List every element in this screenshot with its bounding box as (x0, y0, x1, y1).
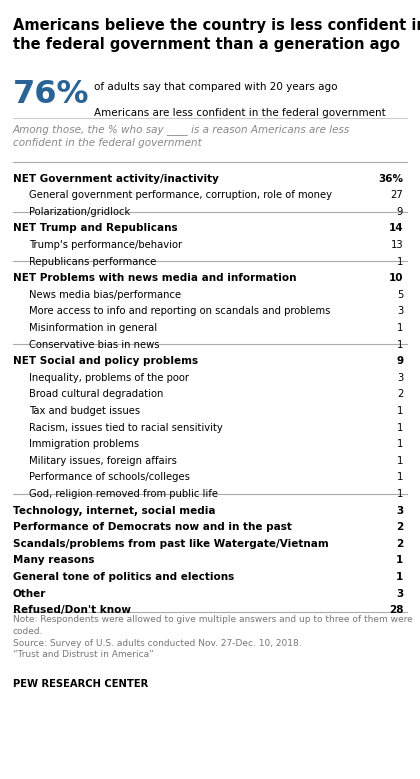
Text: Polarization/gridlock: Polarization/gridlock (29, 207, 131, 217)
Text: 5: 5 (397, 290, 403, 300)
Text: Technology, internet, social media: Technology, internet, social media (13, 506, 215, 516)
Text: Performance of Democrats now and in the past: Performance of Democrats now and in the … (13, 522, 291, 532)
Text: Immigration problems: Immigration problems (29, 439, 139, 449)
Text: 3: 3 (396, 506, 403, 516)
Text: NET Problems with news media and information: NET Problems with news media and informa… (13, 273, 296, 284)
Text: 36%: 36% (378, 174, 403, 184)
Text: Refused/Don't know: Refused/Don't know (13, 605, 131, 615)
Text: NET Government activity/inactivity: NET Government activity/inactivity (13, 174, 218, 184)
Text: Trump's performance/behavior: Trump's performance/behavior (29, 240, 183, 250)
Text: Among those, the % who say ____ is a reason Americans are less
confident in the : Among those, the % who say ____ is a rea… (13, 124, 350, 148)
Text: 3: 3 (397, 373, 403, 382)
Text: More access to info and reporting on scandals and problems: More access to info and reporting on sca… (29, 306, 331, 316)
Text: 1: 1 (397, 257, 403, 266)
Text: Performance of schools/colleges: Performance of schools/colleges (29, 472, 190, 482)
Text: 1: 1 (397, 340, 403, 350)
Text: Americans are less confident in the federal government: Americans are less confident in the fede… (94, 108, 386, 118)
Text: Other: Other (13, 588, 46, 598)
Text: Misinformation in general: Misinformation in general (29, 323, 158, 333)
Text: 28: 28 (388, 605, 403, 615)
Text: God, religion removed from public life: God, religion removed from public life (29, 489, 218, 499)
Text: 2: 2 (396, 522, 403, 532)
Text: 2: 2 (397, 390, 403, 400)
Text: 1: 1 (397, 456, 403, 466)
Text: Inequality, problems of the poor: Inequality, problems of the poor (29, 373, 189, 382)
Text: 10: 10 (388, 273, 403, 284)
Text: NET Social and policy problems: NET Social and policy problems (13, 356, 198, 366)
Text: 3: 3 (397, 306, 403, 316)
Text: Conservative bias in news: Conservative bias in news (29, 340, 160, 350)
Text: General government performance, corruption, role of money: General government performance, corrupti… (29, 190, 332, 200)
Text: 3: 3 (396, 588, 403, 598)
Text: 1: 1 (397, 422, 403, 432)
Text: 76%: 76% (13, 79, 89, 111)
Text: Scandals/problems from past like Watergate/Vietnam: Scandals/problems from past like Waterga… (13, 539, 328, 548)
Text: 9: 9 (397, 207, 403, 217)
Text: 1: 1 (397, 472, 403, 482)
Text: Broad cultural degradation: Broad cultural degradation (29, 390, 164, 400)
Text: PEW RESEARCH CENTER: PEW RESEARCH CENTER (13, 679, 148, 689)
Text: News media bias/performance: News media bias/performance (29, 290, 181, 300)
Text: NET Trump and Republicans: NET Trump and Republicans (13, 224, 177, 234)
Text: 9: 9 (396, 356, 403, 366)
Text: of adults say that compared with 20 years ago: of adults say that compared with 20 year… (94, 82, 338, 92)
Text: 14: 14 (388, 224, 403, 234)
Text: 27: 27 (391, 190, 403, 200)
Text: 13: 13 (391, 240, 403, 250)
Text: 2: 2 (396, 539, 403, 548)
Text: Note: Respondents were allowed to give multiple answers and up to three of them : Note: Respondents were allowed to give m… (13, 615, 412, 660)
Text: 1: 1 (396, 555, 403, 566)
Text: 1: 1 (396, 572, 403, 582)
Text: Many reasons: Many reasons (13, 555, 94, 566)
Text: General tone of politics and elections: General tone of politics and elections (13, 572, 234, 582)
Text: Americans believe the country is less confident in
the federal government than a: Americans believe the country is less co… (13, 18, 420, 51)
Text: Republicans performance: Republicans performance (29, 257, 157, 266)
Text: 1: 1 (397, 439, 403, 449)
Text: Tax and budget issues: Tax and budget issues (29, 406, 141, 416)
Text: Racism, issues tied to racial sensitivity: Racism, issues tied to racial sensitivit… (29, 422, 223, 432)
Text: 1: 1 (397, 323, 403, 333)
Text: 1: 1 (397, 406, 403, 416)
Text: Military issues, foreign affairs: Military issues, foreign affairs (29, 456, 177, 466)
Text: 1: 1 (397, 489, 403, 499)
